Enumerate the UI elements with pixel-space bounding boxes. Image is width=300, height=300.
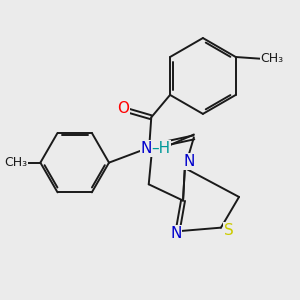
Text: N: N bbox=[141, 141, 152, 156]
Text: N: N bbox=[170, 226, 182, 241]
Text: CH₃: CH₃ bbox=[4, 156, 27, 169]
Text: CH₃: CH₃ bbox=[260, 52, 283, 64]
Text: N: N bbox=[184, 154, 195, 169]
Text: O: O bbox=[118, 101, 130, 116]
Text: –H: –H bbox=[152, 141, 171, 156]
Text: S: S bbox=[224, 223, 234, 238]
